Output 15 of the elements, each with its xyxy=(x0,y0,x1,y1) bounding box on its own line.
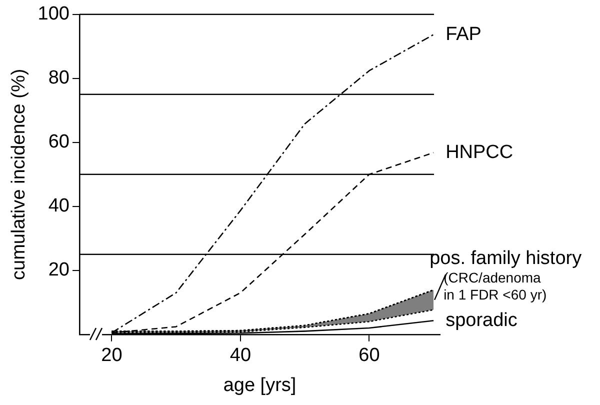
x-tick-label: 20 xyxy=(101,345,122,366)
series-label: HNPCC xyxy=(446,142,514,163)
y-tick-label: 100 xyxy=(38,4,70,25)
series-label: FAP xyxy=(446,24,482,45)
x-axis-title: age [yrs] xyxy=(223,374,296,396)
series-label: sporadic xyxy=(446,310,518,331)
series-label: pos. family history xyxy=(430,248,582,269)
y-tick-label: 40 xyxy=(48,196,70,217)
x-tick-label: 40 xyxy=(230,345,252,366)
y-tick-label: 80 xyxy=(48,68,70,89)
y-tick-label: 20 xyxy=(48,260,70,281)
annotation: (CRC/adenoma in 1 FDR <60 yr) xyxy=(444,270,547,302)
y-tick-label: 60 xyxy=(48,132,70,153)
x-tick-label: 60 xyxy=(358,345,380,366)
y-axis-title: cumulative incidence (%) xyxy=(8,68,30,280)
